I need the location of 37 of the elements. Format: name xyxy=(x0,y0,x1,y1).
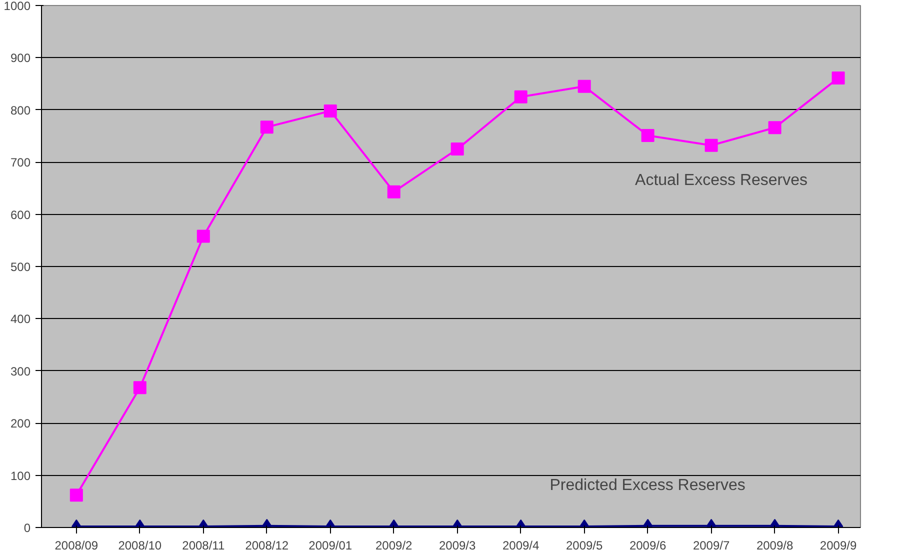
x-tick-label: 2009/5 xyxy=(566,538,604,552)
x-tick-label: 2008/11 xyxy=(182,538,225,552)
point xyxy=(578,80,591,93)
x-tick-label: 2009/7 xyxy=(692,538,730,552)
point xyxy=(196,230,210,243)
series-label: Predicted Excess Reserves xyxy=(550,477,746,494)
x-tick-label: 2008/10 xyxy=(118,538,162,552)
x-tick-label: 2009/3 xyxy=(438,538,476,552)
point xyxy=(641,128,654,142)
point xyxy=(514,90,528,104)
x-tick-label: 2008/09 xyxy=(54,538,98,552)
x-tick-label: 2009/01 xyxy=(308,538,352,552)
y-tick-label: 700 xyxy=(10,156,31,170)
point xyxy=(768,121,782,134)
point xyxy=(832,72,845,85)
y-tick-label: 1000 xyxy=(4,0,31,13)
x-tick-label: 2009/2 xyxy=(376,538,413,552)
x-tick-label: 2009/6 xyxy=(629,538,666,552)
y-tick-label: 500 xyxy=(10,260,31,274)
x-tick-label: 2009/9 xyxy=(820,538,857,552)
x-tick-label: 2008/12 xyxy=(245,538,289,552)
point xyxy=(260,120,274,134)
y-tick-label: 0 xyxy=(24,521,31,535)
point xyxy=(704,138,718,152)
y-tick-label: 800 xyxy=(10,103,31,118)
point xyxy=(387,185,400,198)
x-tick-label: 2009/8 xyxy=(756,538,794,552)
y-tick-label: 100 xyxy=(10,468,31,483)
y-tick-label: 400 xyxy=(10,312,31,326)
x-tick-label: 2009/4 xyxy=(502,538,540,552)
y-tick-label: 300 xyxy=(10,364,31,378)
series-label: Actual Excess Reserves xyxy=(635,172,808,189)
y-tick-label: 900 xyxy=(10,51,31,66)
y-tick-label: 600 xyxy=(10,208,31,222)
point xyxy=(324,104,337,118)
y-tick-label: 200 xyxy=(10,416,31,431)
point xyxy=(450,142,464,156)
